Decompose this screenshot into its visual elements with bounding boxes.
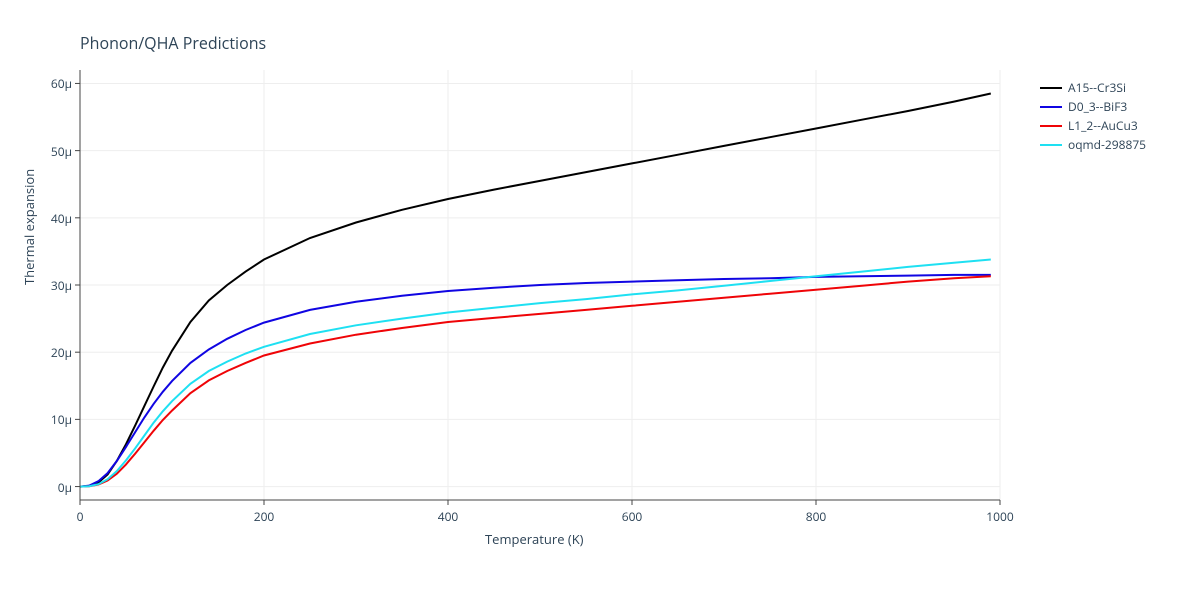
y-tick: 40μ	[51, 210, 72, 227]
legend-swatch	[1040, 125, 1062, 127]
legend-swatch	[1040, 144, 1062, 146]
x-tick: 200	[249, 508, 279, 525]
x-tick: 600	[617, 508, 647, 525]
chart-container: Phonon/QHA Predictions 02004006008001000…	[0, 0, 1200, 600]
series-A15--Cr3Si[interactable]	[80, 94, 991, 487]
x-axis-label: Temperature (K)	[485, 530, 584, 548]
y-axis-label: Thermal expansion	[20, 169, 38, 285]
y-tick: 0μ	[58, 479, 72, 496]
y-tick: 20μ	[51, 344, 72, 361]
legend: A15--Cr3Si D0_3--BiF3 L1_2--AuCu3 oqmd-2988…	[1040, 78, 1146, 154]
legend-swatch	[1040, 87, 1062, 89]
x-tick: 0	[65, 508, 95, 525]
x-tick: 400	[433, 508, 463, 525]
legend-swatch	[1040, 106, 1062, 108]
x-tick: 1000	[985, 508, 1015, 525]
legend-label: L1_2--AuCu3	[1068, 117, 1138, 134]
x-tick: 800	[801, 508, 831, 525]
legend-label: A15--Cr3Si	[1068, 79, 1126, 96]
y-tick: 60μ	[51, 75, 72, 92]
series-D0_3--BiF3[interactable]	[80, 275, 991, 487]
y-tick: 50μ	[51, 143, 72, 160]
y-tick: 30μ	[51, 277, 72, 294]
series-L1_2--AuCu3[interactable]	[80, 276, 991, 486]
legend-item[interactable]: A15--Cr3Si	[1040, 78, 1146, 97]
legend-item[interactable]: oqmd-298875	[1040, 135, 1146, 154]
legend-item[interactable]: L1_2--AuCu3	[1040, 116, 1146, 135]
legend-label: D0_3--BiF3	[1068, 98, 1127, 115]
y-tick: 10μ	[51, 411, 72, 428]
legend-label: oqmd-298875	[1068, 136, 1146, 153]
legend-item[interactable]: D0_3--BiF3	[1040, 97, 1146, 116]
plot-svg	[0, 0, 1200, 600]
